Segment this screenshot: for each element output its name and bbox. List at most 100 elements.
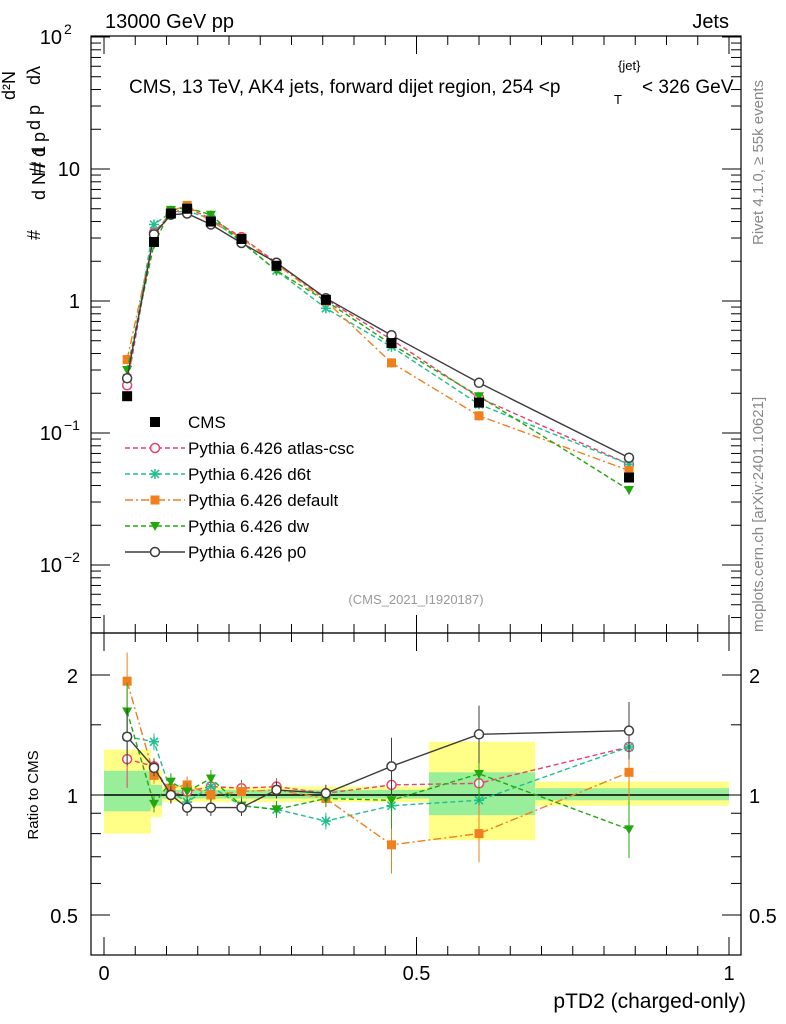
data-point — [236, 233, 247, 244]
ratio-band-green — [429, 772, 536, 816]
ratio-line — [126, 681, 630, 846]
ratio-y-tick-label: 0.5 — [50, 906, 78, 928]
title-sub: T — [614, 92, 622, 107]
y-tick-label-exponent: 2 — [64, 21, 72, 37]
data-point — [205, 216, 216, 227]
data-point — [271, 260, 282, 271]
y-axis-label: #1 # d N / d p d²N d p dλ — [0, 66, 50, 240]
series-point — [387, 358, 396, 368]
ratio-y-tick-label-right: 0.5 — [749, 906, 777, 928]
legend-label: Pythia 6.426 p0 — [188, 543, 306, 562]
legend-marker — [150, 495, 160, 505]
y-tick-label: 10 — [40, 423, 62, 445]
ratio-point — [387, 840, 396, 850]
ratio-point — [165, 777, 176, 787]
ratio-point — [386, 761, 397, 772]
series-point — [624, 465, 634, 475]
svg-text:#1: #1 — [25, 146, 50, 174]
ratio-point — [165, 789, 177, 801]
ratio-band-green — [162, 789, 429, 799]
plot-title: CMS, 13 TeV, AK4 jets, forward dijet reg… — [129, 58, 734, 107]
legend-label: Pythia 6.426 atlas-csc — [188, 439, 355, 458]
ratio-point — [320, 816, 331, 827]
svg-text:dλ: dλ — [24, 66, 44, 85]
ratio-point — [271, 784, 282, 796]
ratio-point — [474, 829, 484, 839]
series-point — [474, 392, 484, 402]
legend-label: Pythia 6.426 default — [188, 491, 339, 510]
svg-text:#: # — [24, 230, 44, 240]
ratio-point — [148, 762, 160, 774]
ratio-point — [149, 799, 159, 809]
ratio-point — [205, 802, 217, 813]
data-point — [122, 391, 133, 402]
watermark: (CMS_2021_I1920187) — [348, 592, 483, 607]
series-point — [473, 377, 485, 389]
ratio-line — [126, 711, 630, 831]
series-point-stroke — [321, 303, 331, 313]
ratio-point — [205, 774, 216, 784]
legend-label: Pythia 6.426 dw — [188, 517, 310, 536]
title-end: < 326 GeV — [642, 77, 734, 98]
series-point — [474, 411, 484, 421]
ratio-point-stroke — [149, 737, 159, 747]
series-point — [149, 219, 159, 230]
side-text-bottom: mcplots.cern.ch [arXiv:2401.10621] — [750, 397, 767, 632]
ratio-line — [126, 736, 630, 822]
ratio-y-tick-label-right: 2 — [749, 666, 760, 688]
data-point — [386, 338, 397, 349]
ratio-point — [149, 736, 159, 747]
legend-marker-data — [150, 417, 160, 427]
ratio-point — [237, 787, 246, 797]
ratio-point — [206, 790, 216, 800]
ratio-point — [624, 825, 634, 835]
ratio-point — [122, 676, 132, 686]
ratio-point-stroke — [321, 816, 331, 826]
header-right: Jets — [692, 11, 729, 33]
svg-text:CMS, 13 TeV, AK4 jets, forward: CMS, 13 TeV, AK4 jets, forward dijet reg… — [129, 77, 560, 98]
ratio-point — [182, 787, 193, 797]
title-sup: {jet} — [618, 58, 641, 73]
ratio-point — [473, 729, 485, 740]
legend-marker — [149, 546, 161, 558]
series-point — [122, 355, 132, 365]
series-point — [121, 372, 133, 384]
data-point — [320, 294, 331, 305]
ratio-point — [236, 802, 247, 813]
title-main: CMS, 13 TeV, AK4 jets, forward dijet reg… — [129, 77, 560, 98]
header-left: 13000 GeV pp — [105, 11, 234, 33]
ratio-point — [624, 767, 634, 777]
ratio-point — [320, 788, 332, 799]
legend-marker — [149, 442, 161, 454]
data-point — [165, 208, 176, 219]
ratio-point — [271, 805, 282, 815]
legend-label-data: CMS — [188, 413, 226, 432]
svg-text:d N / d p: d N / d p — [29, 132, 49, 200]
series-point-stroke — [149, 219, 159, 229]
data-point — [149, 236, 159, 247]
ratio-y-tick-label: 1 — [67, 786, 78, 808]
ratio-point — [386, 796, 397, 806]
legend-marker — [150, 522, 160, 531]
y-tick-label: 10 — [40, 555, 62, 577]
ratio-y-tick-label: 2 — [67, 666, 78, 688]
y-tick-label-exponent: −1 — [64, 417, 80, 433]
ratio-y-label: Ratio to CMS — [25, 750, 42, 839]
y-tick-label: 10 — [58, 159, 80, 181]
series-point — [205, 210, 216, 220]
legend-marker-stroke — [150, 469, 160, 479]
x-tick-label: 0 — [98, 963, 109, 985]
x-tick-label: 0.5 — [403, 963, 431, 985]
series-point — [624, 485, 634, 495]
ratio-point — [474, 769, 484, 779]
ratio-y-tick-label-right: 1 — [749, 786, 760, 808]
legend-label: Pythia 6.426 d6t — [188, 465, 311, 484]
y-tick-label-exponent: −2 — [64, 549, 80, 565]
ratio-point — [181, 802, 193, 813]
ratio-point — [623, 725, 635, 736]
x-tick-label: 1 — [723, 963, 734, 985]
x-axis-label: pTD2 (charged-only) — [553, 990, 746, 1013]
svg-text:d p: d p — [24, 105, 44, 130]
